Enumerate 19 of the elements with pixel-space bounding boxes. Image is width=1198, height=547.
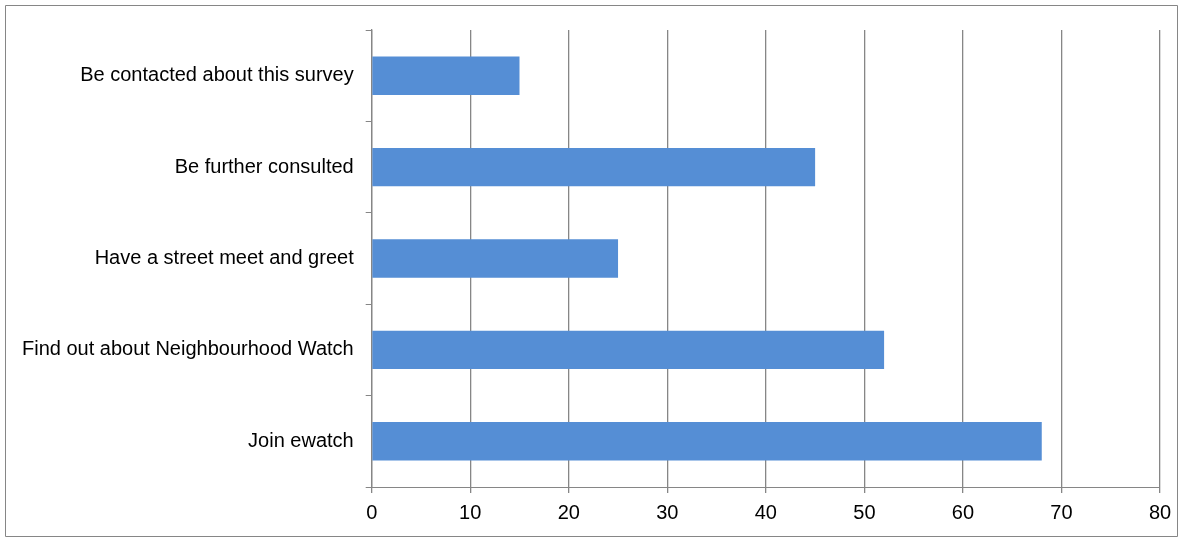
bar	[372, 422, 1042, 461]
bar	[372, 330, 885, 370]
x-tick-label: 40	[754, 500, 777, 523]
x-tick-label: 20	[557, 500, 580, 523]
x-tick-label: 10	[459, 500, 482, 523]
x-tick-label: 60	[951, 500, 975, 523]
y-tick-label: Find out about Neighbourhood Watch	[22, 337, 354, 360]
x-tick-label: 80	[1148, 500, 1172, 523]
bar	[372, 56, 520, 95]
bar	[372, 239, 619, 278]
y-tick-label: Be further consulted	[174, 154, 354, 177]
x-tick-label: 30	[656, 500, 679, 523]
bar	[372, 147, 816, 187]
x-tick-label: 50	[853, 500, 876, 523]
y-tick-label: Have a street meet and greet	[94, 246, 355, 269]
y-tick-label: Join ewatch	[248, 428, 354, 451]
x-tick-label: 0	[366, 500, 378, 523]
x-tick-label: 70	[1050, 500, 1073, 523]
y-tick-label: Be contacted about this survey	[80, 63, 354, 86]
